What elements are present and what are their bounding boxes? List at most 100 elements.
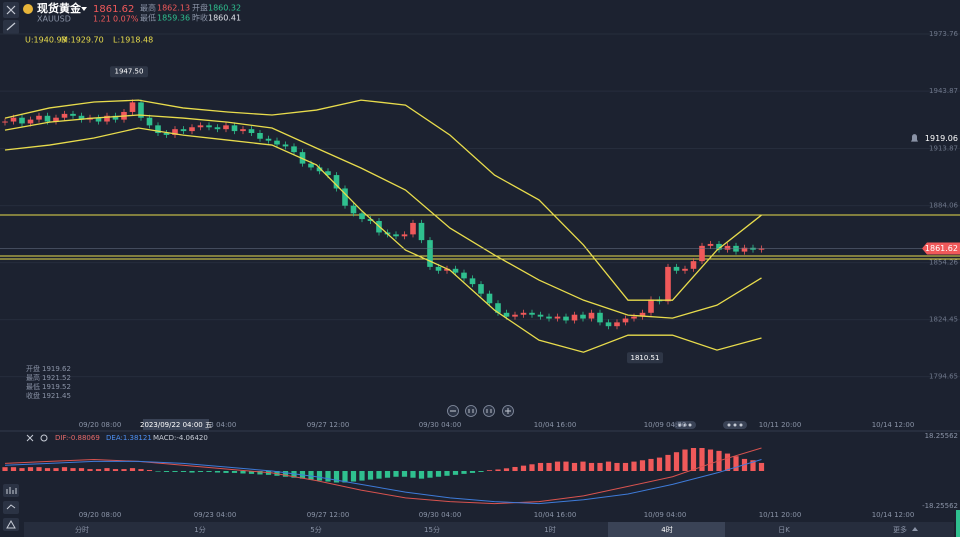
candle-body: [359, 213, 365, 220]
macd-bar: [36, 467, 42, 471]
macd-bar: [665, 454, 671, 471]
dot: [678, 423, 682, 427]
candle-body: [112, 115, 119, 120]
candle-body: [70, 113, 76, 116]
macd-bar: [486, 470, 493, 471]
candle-body: [36, 115, 42, 120]
ohlc-label: 最低: [26, 382, 40, 391]
macd-y-tick-label: -18.25562: [922, 502, 958, 510]
macd-bar: [155, 471, 161, 472]
timeframe-tab[interactable]: 4时: [661, 525, 672, 534]
candle-body: [648, 299, 654, 313]
macd-close[interactable]: [26, 434, 34, 442]
macd-bar: [138, 469, 144, 471]
macd-dea-line: [4, 459, 762, 505]
low-marker-box: [627, 352, 663, 364]
ohlc-value: 1919.62: [42, 365, 71, 373]
timeframe-tab[interactable]: 1分: [194, 525, 205, 534]
candle-body: [461, 272, 467, 279]
y-tick-label: 1854.26: [929, 259, 958, 267]
scroll-right[interactable]: [483, 405, 495, 417]
macd-x-tick-label: 10/14 12:00: [872, 511, 915, 519]
zoom-glyphs: [450, 408, 511, 414]
candle-body: [639, 312, 646, 317]
timeframe-tab[interactable]: 日K: [778, 526, 790, 534]
macd-bar: [308, 471, 314, 480]
candle-body: [716, 243, 722, 250]
macd-bar: [180, 471, 187, 472]
boll-middle: M:1929.70: [61, 36, 104, 45]
macd-bar: [10, 467, 17, 471]
macd-bar: [580, 461, 586, 471]
candle-body: [631, 316, 637, 319]
macd-bar: [597, 462, 603, 471]
macd-bar: [410, 471, 416, 478]
candle-body: [529, 312, 535, 315]
candle-body: [435, 266, 442, 271]
candle-body: [580, 314, 586, 319]
timeframe-tab[interactable]: 15分: [424, 525, 440, 534]
tool-button[interactable]: [3, 484, 19, 497]
low-marker: 1810.51: [631, 354, 660, 362]
macd-bar: [53, 468, 59, 471]
macd-bar: [554, 461, 561, 471]
candle-body: [614, 322, 620, 327]
tool-button[interactable]: [3, 518, 19, 531]
macd-bar: [146, 470, 153, 471]
macd-bar: [206, 471, 212, 472]
candle-body: [597, 312, 603, 323]
macd-bar: [163, 471, 170, 472]
macd-bar: [512, 466, 518, 471]
macd-bar: [78, 468, 85, 471]
macd-bar: [44, 468, 51, 471]
instrument-name[interactable]: 现货黄金: [37, 1, 82, 15]
candle-body: [299, 152, 306, 164]
candle-body: [19, 117, 25, 124]
timeframe-tab[interactable]: 更多: [893, 525, 907, 534]
tool-icons: [6, 487, 17, 529]
crosshair-box: [143, 419, 209, 430]
bollinger-upper: [4, 99, 762, 301]
bollinger-lower: [4, 127, 762, 353]
candle-body: [308, 163, 314, 168]
timeframe-tab[interactable]: 1时: [544, 525, 555, 534]
x-tick-label: 09/30 04:00: [419, 421, 462, 429]
macd-bar: [588, 462, 595, 471]
candle-body: [495, 303, 501, 313]
candle-body: [741, 247, 748, 252]
timeframe-selected: [608, 522, 725, 537]
candle-body: [554, 316, 561, 319]
macd-bar: [401, 471, 408, 477]
candle-body: [274, 140, 280, 145]
open-label: 开盘: [192, 3, 208, 13]
gold-icon: [23, 4, 33, 14]
more-arrow[interactable]: [912, 527, 918, 531]
dropdown-arrow[interactable]: [81, 7, 87, 11]
macd-bar: [316, 471, 323, 481]
crosshair-label: 2023/09/22 04:00 五: [140, 421, 212, 429]
timeframe-tab[interactable]: 分时: [75, 525, 89, 534]
candle-body: [53, 117, 59, 122]
macd-legend: DEA:1.38121: [106, 434, 152, 442]
macd-x-tick-label: 10/11 20:00: [759, 511, 802, 519]
candle-body: [61, 113, 68, 118]
macd-settings[interactable]: [40, 434, 48, 442]
timeframe-tab[interactable]: 5分: [310, 525, 321, 534]
candle-body: [197, 125, 204, 128]
instrument-symbol: XAUUSD: [37, 15, 71, 24]
tool-button[interactable]: [3, 501, 19, 514]
candle-body: [78, 115, 85, 120]
candle-body: [546, 316, 552, 319]
y-tick-label: 1824.45: [929, 316, 958, 324]
macd-bar: [104, 468, 110, 471]
dot: [739, 423, 743, 427]
zoom-controls: [447, 405, 514, 417]
candle-body: [316, 167, 323, 172]
macd-bar: [393, 471, 399, 477]
timeframe-bar: [24, 522, 954, 537]
dot: [733, 423, 737, 427]
scroll-left[interactable]: [465, 405, 477, 417]
